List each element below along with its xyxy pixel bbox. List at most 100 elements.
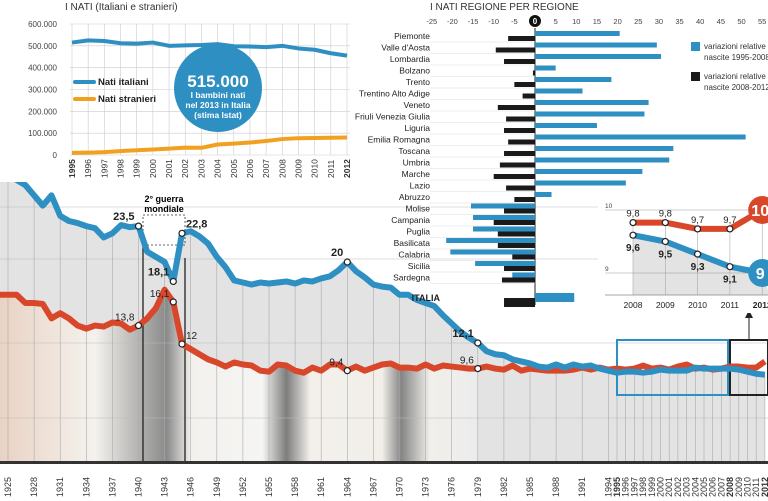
x-tick-label: 1999 (647, 477, 657, 497)
x-tick-label: 1973 (421, 477, 431, 497)
data-label: 16,1 (150, 289, 170, 300)
region-label: Veneto (404, 100, 431, 110)
x-tick-label: 1937 (107, 477, 117, 497)
x-tick-label: 1931 (55, 477, 65, 497)
region-label: Liguria (404, 123, 430, 133)
callout-value: 515.000 (187, 72, 248, 91)
region-label: Calabria (398, 250, 430, 260)
x-tick-label: 1997 (99, 159, 109, 178)
x-tick-label: 1967 (368, 477, 378, 497)
x-tick-label: 1995 (612, 477, 622, 497)
x-tick-label: 1998 (638, 477, 648, 497)
bar-1995-2008 (535, 77, 612, 82)
end-value-circle (748, 259, 768, 287)
x-tick-label: -5 (511, 17, 518, 26)
x-tick-label: 2005 (699, 477, 709, 497)
x-tick-label: 2008 (725, 477, 735, 497)
bar-1995-2008 (473, 215, 535, 220)
x-tick-label: 2003 (682, 477, 692, 497)
x-tick-label: -20 (447, 17, 458, 26)
x-tick-label: 1964 (342, 477, 352, 497)
x-tick-label: 1985 (525, 477, 535, 497)
x-tick-label: 1996 (621, 477, 631, 497)
region-label: Friuli Venezia Giulia (355, 112, 430, 122)
y-tick-label: 600.000 (28, 20, 57, 29)
bar-1995-2008 (535, 293, 575, 302)
point-marker (134, 321, 143, 330)
x-tick-label: 2011 (326, 159, 336, 178)
region-label: Basilicata (394, 238, 431, 248)
data-label: 12 (186, 331, 198, 342)
region-label: Lazio (410, 181, 431, 191)
inset-area (633, 235, 768, 295)
x-tick-label: 2004 (213, 159, 223, 178)
data-label: 9,4 (329, 358, 343, 369)
y-tick-label: 400.000 (28, 64, 57, 73)
point-marker (178, 229, 186, 237)
region-label: Valle d'Aosta (381, 43, 430, 53)
x-tick-label: 1958 (290, 477, 300, 497)
point-marker (693, 250, 702, 258)
bar-2008-2012 (504, 59, 535, 64)
x-tick-label: 40 (696, 17, 704, 26)
x-tick-label: 25 (634, 17, 642, 26)
point-marker (343, 258, 351, 266)
bar-2008-2012 (497, 231, 535, 237)
callout-text: nel 2013 in Italia (185, 100, 250, 110)
legend-label: variazioni relative (704, 72, 766, 81)
regions-chart: I NATI REGIONE PER REGIONE -25 -20 -15 -10 -5… (355, 2, 768, 307)
point-marker (726, 263, 734, 271)
x-tick-label: 2009 (734, 477, 744, 497)
point-marker (661, 219, 669, 227)
region-label: Toscana (398, 146, 430, 156)
region-label: Marche (402, 169, 431, 179)
legend-swatch (691, 72, 700, 81)
point-marker (726, 225, 734, 233)
x-tick-label: 1982 (499, 477, 509, 497)
x-tick-label: 1952 (238, 477, 248, 497)
bar-2008-2012 (522, 93, 535, 99)
bar-2008-2012 (514, 82, 535, 87)
region-label: Sardegna (393, 273, 430, 283)
data-label: 9,8 (626, 209, 639, 220)
bar-2008-2012 (514, 197, 535, 202)
y-tick-label: 9 (605, 266, 609, 273)
x-tick-label: 1994 (603, 477, 613, 497)
bar-2008-2012 (504, 151, 535, 156)
data-label: 22,8 (186, 218, 207, 230)
y-tick-label: 0 (53, 151, 58, 160)
nati-title: I NATI (Italiani e stranieri) (65, 2, 178, 13)
bar-1995-2008 (535, 111, 645, 117)
bar-2008-2012 (532, 70, 535, 76)
bar-2008-2012 (506, 185, 535, 191)
region-label: Trento (406, 77, 431, 87)
x-tick-label: 1928 (29, 477, 39, 497)
bar-2008-2012 (512, 254, 535, 260)
bar-1995-2008 (450, 249, 535, 255)
region-label: Piemonte (394, 31, 430, 41)
x-tick-label: 1955 (264, 477, 274, 497)
point-marker (629, 231, 637, 239)
region-label: Sicilia (408, 261, 430, 271)
x-tick-label: 2003 (196, 159, 206, 178)
x-tick-label: 1961 (316, 477, 326, 497)
region-label: Trentino Alto Adige (359, 89, 430, 99)
bar-2008-2012 (493, 220, 535, 225)
legend-label: Nati italiani (98, 77, 149, 88)
x-tick-label: 2000 (656, 477, 666, 497)
point-marker (661, 237, 669, 246)
bar-2008-2012 (504, 266, 535, 271)
data-label: 23,5 (113, 211, 134, 223)
data-label: 18,1 (148, 266, 169, 278)
x-tick-label: 20 (613, 17, 621, 26)
x-tick-label: 1940 (134, 477, 144, 497)
bar-1995-2008 (535, 157, 670, 163)
bar-1995-2008 (535, 88, 583, 94)
x-tick-label: 2008 (277, 159, 287, 178)
region-label: Umbria (403, 158, 431, 168)
callout-circle (174, 44, 262, 132)
regions-title: I NATI REGIONE PER REGIONE (430, 2, 579, 13)
bar-2008-2012 (504, 208, 535, 214)
x-tick-label: 35 (675, 17, 683, 26)
